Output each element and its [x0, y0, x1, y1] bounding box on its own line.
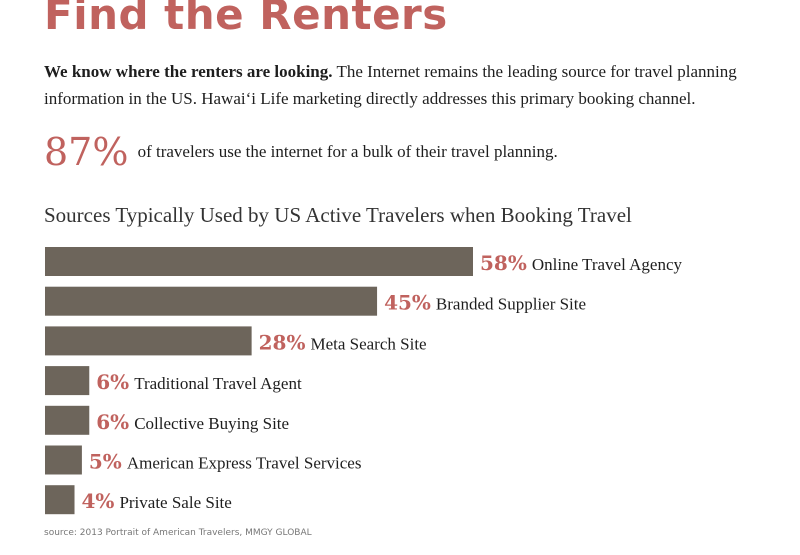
page-title: Find the Renters	[44, 0, 448, 39]
bar-label-7: 4% Private Sale Site	[82, 489, 232, 513]
intro-lead: We know where the renters are looking.	[44, 62, 333, 81]
bar-label-5: 6% Collective Buying Site	[96, 410, 289, 434]
bar-value-label-6: 5%	[89, 450, 122, 474]
bar-category-label-4: Traditional Travel Agent	[134, 374, 302, 393]
bar-value-label-5: 6%	[96, 410, 129, 434]
bar-4	[45, 366, 90, 396]
bar-value-label-1: 58%	[480, 251, 527, 275]
bar-label-4: 6% Traditional Travel Agent	[96, 370, 302, 394]
bar-5	[45, 405, 90, 435]
bar-2	[45, 286, 378, 316]
bar-category-label-5: Collective Buying Site	[134, 414, 289, 433]
bar-1	[45, 247, 473, 276]
intro-body: The Internet remains the leading source …	[44, 62, 737, 108]
highlight-text: of travelers use the internet for a bulk…	[137, 142, 558, 161]
bar-label-1: 58% Online Travel Agency	[480, 251, 682, 275]
bar-7	[45, 485, 75, 515]
bar-category-label-1: Online Travel Agency	[532, 255, 683, 274]
bar-label-2: 45% Branded Supplier Site	[384, 291, 586, 315]
bar-category-label-7: Private Sale Site	[119, 493, 231, 512]
bar-category-label-3: Meta Search Site	[310, 334, 426, 353]
bar-value-label-3: 28%	[259, 330, 306, 354]
bar-value-label-7: 4%	[82, 489, 115, 513]
bar-category-label-2: Branded Supplier Site	[436, 295, 586, 314]
bar-label-6: 5% American Express Travel Services	[89, 450, 362, 474]
bar-6	[45, 445, 82, 475]
bar-value-label-2: 45%	[384, 291, 431, 315]
highlight-value: 87%	[44, 130, 129, 174]
bar-3	[45, 326, 252, 356]
intro-paragraph: We know where the renters are looking. T…	[44, 58, 784, 112]
source-note: source: 2013 Portrait of American Travel…	[44, 528, 312, 538]
chart-title: Sources Typically Used by US Active Trav…	[44, 203, 632, 227]
highlight-stat: 87% of travelers use the internet for a …	[44, 130, 558, 174]
bar-label-3: 28% Meta Search Site	[259, 330, 427, 354]
bar-category-label-6: American Express Travel Services	[127, 454, 362, 473]
bar-value-label-4: 6%	[96, 370, 129, 394]
